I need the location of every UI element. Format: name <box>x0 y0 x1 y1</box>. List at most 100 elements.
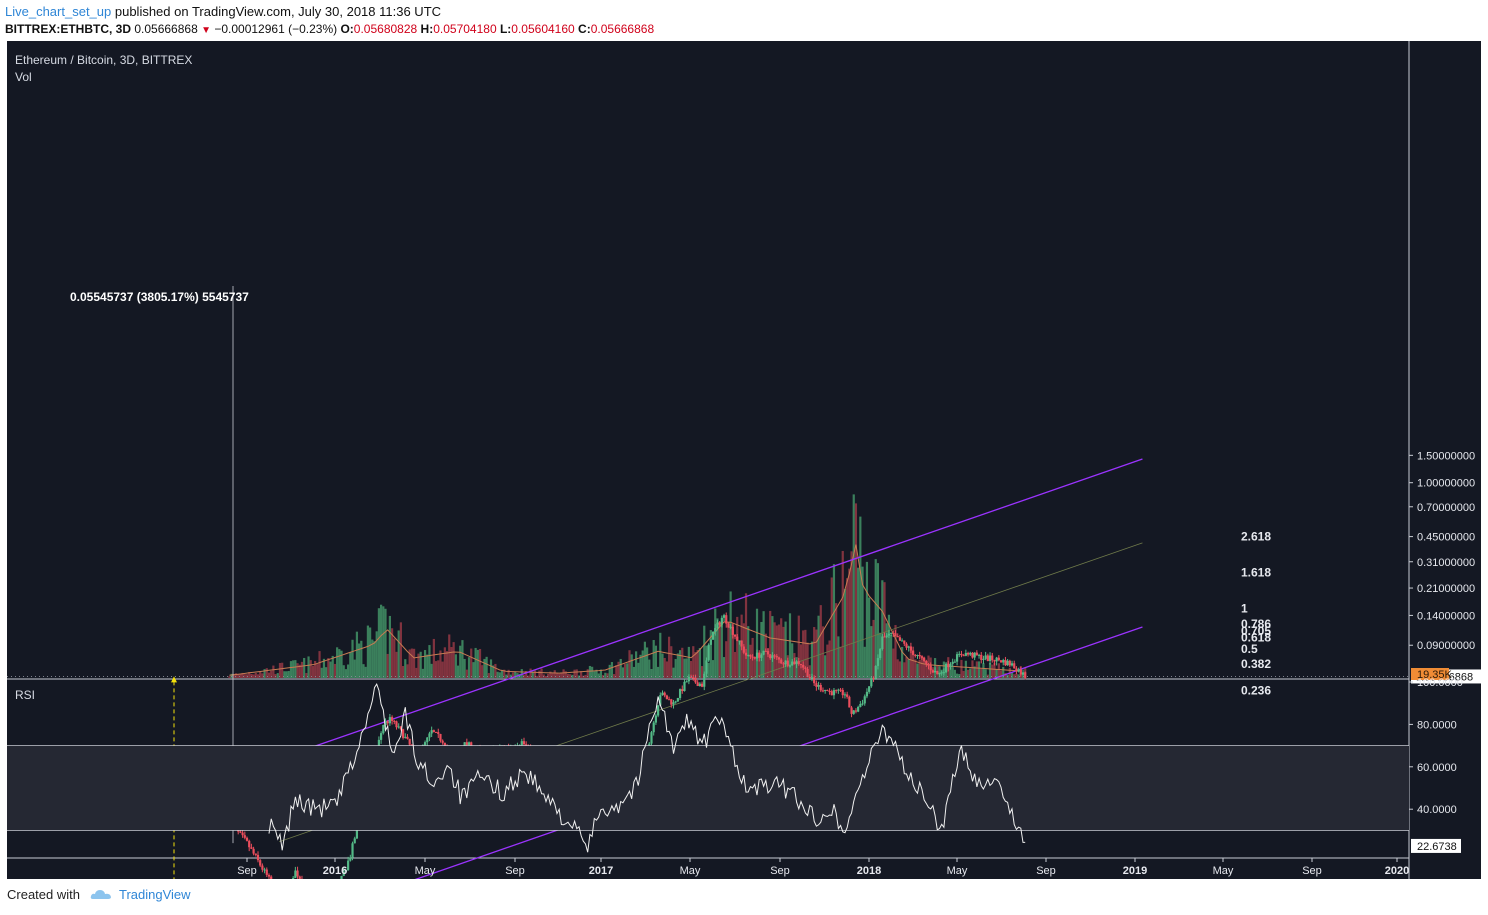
volume-bar <box>863 646 866 678</box>
rsi-tick-label: 100.0000 <box>1417 677 1463 689</box>
volume-bar <box>841 550 844 678</box>
candle-body <box>944 663 948 673</box>
volume-bar <box>632 666 636 678</box>
volume-bar <box>285 671 288 678</box>
fib-level-label: 1 <box>1241 602 1248 616</box>
volume-bar <box>419 651 422 678</box>
candle-body <box>815 683 818 687</box>
volume-bar <box>714 608 717 678</box>
volume-bar <box>599 669 603 678</box>
candle-body <box>951 661 954 664</box>
chart-container[interactable]: 0.05545737 (3805.17%) 5545737 2.618 1.618… <box>7 41 1481 879</box>
candle-body <box>342 871 345 876</box>
candle-body <box>292 877 295 879</box>
high-value: 0.05704180 <box>433 22 497 36</box>
volume-bar <box>661 653 664 678</box>
measure-arrow-icon <box>171 676 177 683</box>
candle-body <box>907 646 910 648</box>
candle-body <box>696 682 699 687</box>
volume-bar <box>758 654 761 678</box>
volume-bar <box>898 661 902 678</box>
candle-body <box>969 652 972 655</box>
volume-bar <box>819 605 822 678</box>
rsi-value-tag <box>1411 838 1461 853</box>
volume-bar <box>428 645 431 678</box>
volume-bar <box>788 613 792 678</box>
candle-body <box>349 857 352 861</box>
volume-bar <box>591 666 594 678</box>
volume-bar <box>237 674 240 678</box>
candle-body <box>788 665 792 667</box>
volume-bar <box>412 648 416 678</box>
volume-bar <box>769 610 772 678</box>
volume-bar <box>718 622 721 678</box>
candle-body <box>687 676 690 682</box>
candle-body <box>942 672 945 674</box>
volume-bar <box>489 659 493 678</box>
candle-body <box>705 660 708 674</box>
volume-bar <box>914 659 917 678</box>
volume-bar <box>667 636 671 678</box>
candle-body <box>390 717 394 721</box>
candle-body <box>707 644 710 661</box>
candle-body <box>925 660 928 665</box>
volume-bar <box>707 662 710 678</box>
chart-svg[interactable]: 0.05545737 (3805.17%) 5545737 2.618 1.618… <box>7 41 1481 879</box>
volume-bar <box>854 503 858 678</box>
volume-bar <box>338 649 341 678</box>
volume-bar <box>452 642 455 678</box>
candle-body <box>729 626 732 628</box>
volume-bar <box>243 674 246 678</box>
candle-body <box>784 660 787 665</box>
volume-bar <box>700 666 704 678</box>
candle-body <box>762 650 765 655</box>
volume-bar <box>960 659 963 678</box>
volume-bar <box>753 658 756 678</box>
candle-body <box>929 665 932 671</box>
volume-bar <box>390 628 394 678</box>
volume-bar <box>325 667 328 678</box>
candle-body <box>813 677 816 684</box>
candle-body <box>857 706 860 712</box>
volume-bar <box>762 611 765 678</box>
volume-bar <box>773 622 776 678</box>
candle-body <box>870 678 873 687</box>
volume-bar <box>777 624 781 678</box>
author-link[interactable]: Live_chart_set_up <box>5 4 112 19</box>
volume-bar <box>619 658 622 678</box>
candle-body <box>522 741 526 745</box>
volume-bar <box>918 660 921 678</box>
time-tick-label: Sep <box>1036 865 1056 877</box>
volume-bar <box>483 658 486 678</box>
volume-bar <box>417 653 420 678</box>
publish-line: Live_chart_set_up published on TradingVi… <box>5 4 441 19</box>
candle-body <box>256 854 260 861</box>
candle-body <box>953 661 956 663</box>
candle-body <box>949 663 952 668</box>
candle-body <box>868 686 871 692</box>
volume-bar <box>656 666 660 678</box>
candle-body <box>685 681 688 683</box>
volume-bar <box>496 671 499 678</box>
volume-bar <box>991 664 994 678</box>
candle-body <box>931 670 934 673</box>
candle-body <box>733 634 737 637</box>
candle-body <box>905 643 908 648</box>
candle-body <box>975 652 978 656</box>
rsi-line[interactable] <box>268 682 1026 853</box>
candle-body <box>296 870 299 877</box>
candle-body <box>887 633 891 636</box>
candle-body <box>423 742 427 746</box>
volume-bar <box>859 516 862 678</box>
candle-body <box>890 633 893 635</box>
channel-upper-line[interactable] <box>279 458 1143 760</box>
volume-bar <box>340 650 343 678</box>
volume-bar <box>736 616 739 678</box>
volume-bar <box>560 672 563 678</box>
tradingview-link[interactable]: TradingView <box>119 887 191 902</box>
volume-bar <box>766 648 770 678</box>
candle-body <box>843 694 847 696</box>
candle-body <box>386 721 389 724</box>
candle-body <box>795 661 798 665</box>
volume-bar <box>320 667 323 678</box>
